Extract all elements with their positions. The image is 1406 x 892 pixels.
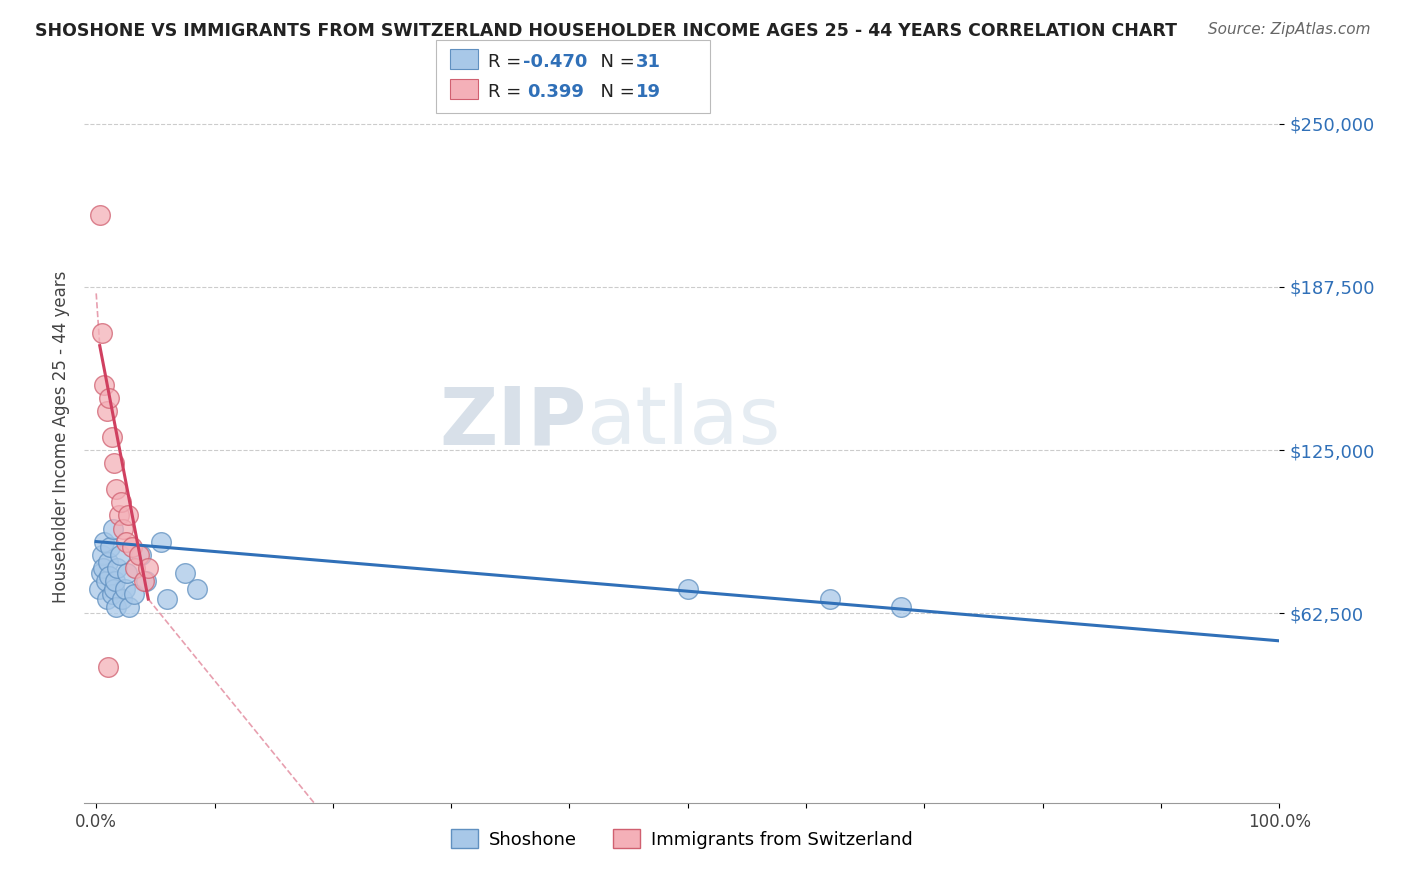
Point [94, 574, 117, 588]
Point [110, 495, 132, 509]
Point [98, 568, 121, 582]
Point [90, 566, 112, 580]
Point [93, 534, 115, 549]
Point [91, 548, 114, 562]
Text: 31: 31 [636, 53, 661, 70]
Text: R =: R = [488, 83, 533, 101]
Point [100, 540, 122, 554]
Point [132, 574, 155, 588]
Point [97, 660, 120, 674]
Point [107, 508, 129, 523]
Point [101, 521, 124, 535]
Point [136, 560, 159, 574]
Text: -0.470: -0.470 [523, 53, 588, 70]
Point [186, 582, 208, 596]
Point [87, 582, 110, 596]
Point [114, 534, 136, 549]
Text: 19: 19 [636, 83, 661, 101]
Point [890, 599, 912, 614]
Point [114, 582, 136, 596]
Point [122, 587, 145, 601]
Point [818, 592, 841, 607]
Point [103, 582, 125, 596]
Text: N =: N = [589, 83, 641, 101]
Point [121, 540, 143, 554]
Point [97, 556, 120, 570]
Point [105, 599, 128, 614]
Point [93, 377, 115, 392]
Point [115, 566, 138, 580]
Text: R =: R = [488, 53, 527, 70]
Legend: Shoshone, Immigrants from Switzerland: Shoshone, Immigrants from Switzerland [444, 822, 920, 856]
Point [98, 391, 121, 405]
Text: 0.399: 0.399 [527, 83, 583, 101]
Point [128, 548, 150, 562]
Point [100, 587, 122, 601]
Point [676, 582, 699, 596]
Text: SHOSHONE VS IMMIGRANTS FROM SWITZERLAND HOUSEHOLDER INCOME AGES 25 - 44 YEARS CO: SHOSHONE VS IMMIGRANTS FROM SWITZERLAND … [35, 22, 1177, 40]
Point [118, 599, 141, 614]
Point [117, 508, 139, 523]
Text: atlas: atlas [586, 384, 780, 461]
Point [107, 560, 129, 574]
Text: ZIP: ZIP [439, 384, 586, 461]
Point [124, 560, 146, 574]
Point [91, 326, 114, 340]
Point [105, 483, 128, 497]
Point [104, 574, 127, 588]
Text: Source: ZipAtlas.com: Source: ZipAtlas.com [1208, 22, 1371, 37]
Point [150, 534, 173, 549]
Point [100, 430, 122, 444]
Point [129, 548, 152, 562]
Point [96, 592, 118, 607]
Y-axis label: Householder Income Ages 25 - 44 years: Householder Income Ages 25 - 44 years [52, 271, 70, 603]
Text: N =: N = [589, 53, 641, 70]
Point [91, 560, 114, 574]
Point [111, 592, 134, 607]
Point [103, 456, 125, 470]
Point [156, 592, 179, 607]
Point [135, 574, 157, 588]
Point [174, 566, 197, 580]
Point [108, 548, 131, 562]
Point [89, 208, 111, 222]
Point [112, 521, 135, 535]
Point [96, 404, 118, 418]
